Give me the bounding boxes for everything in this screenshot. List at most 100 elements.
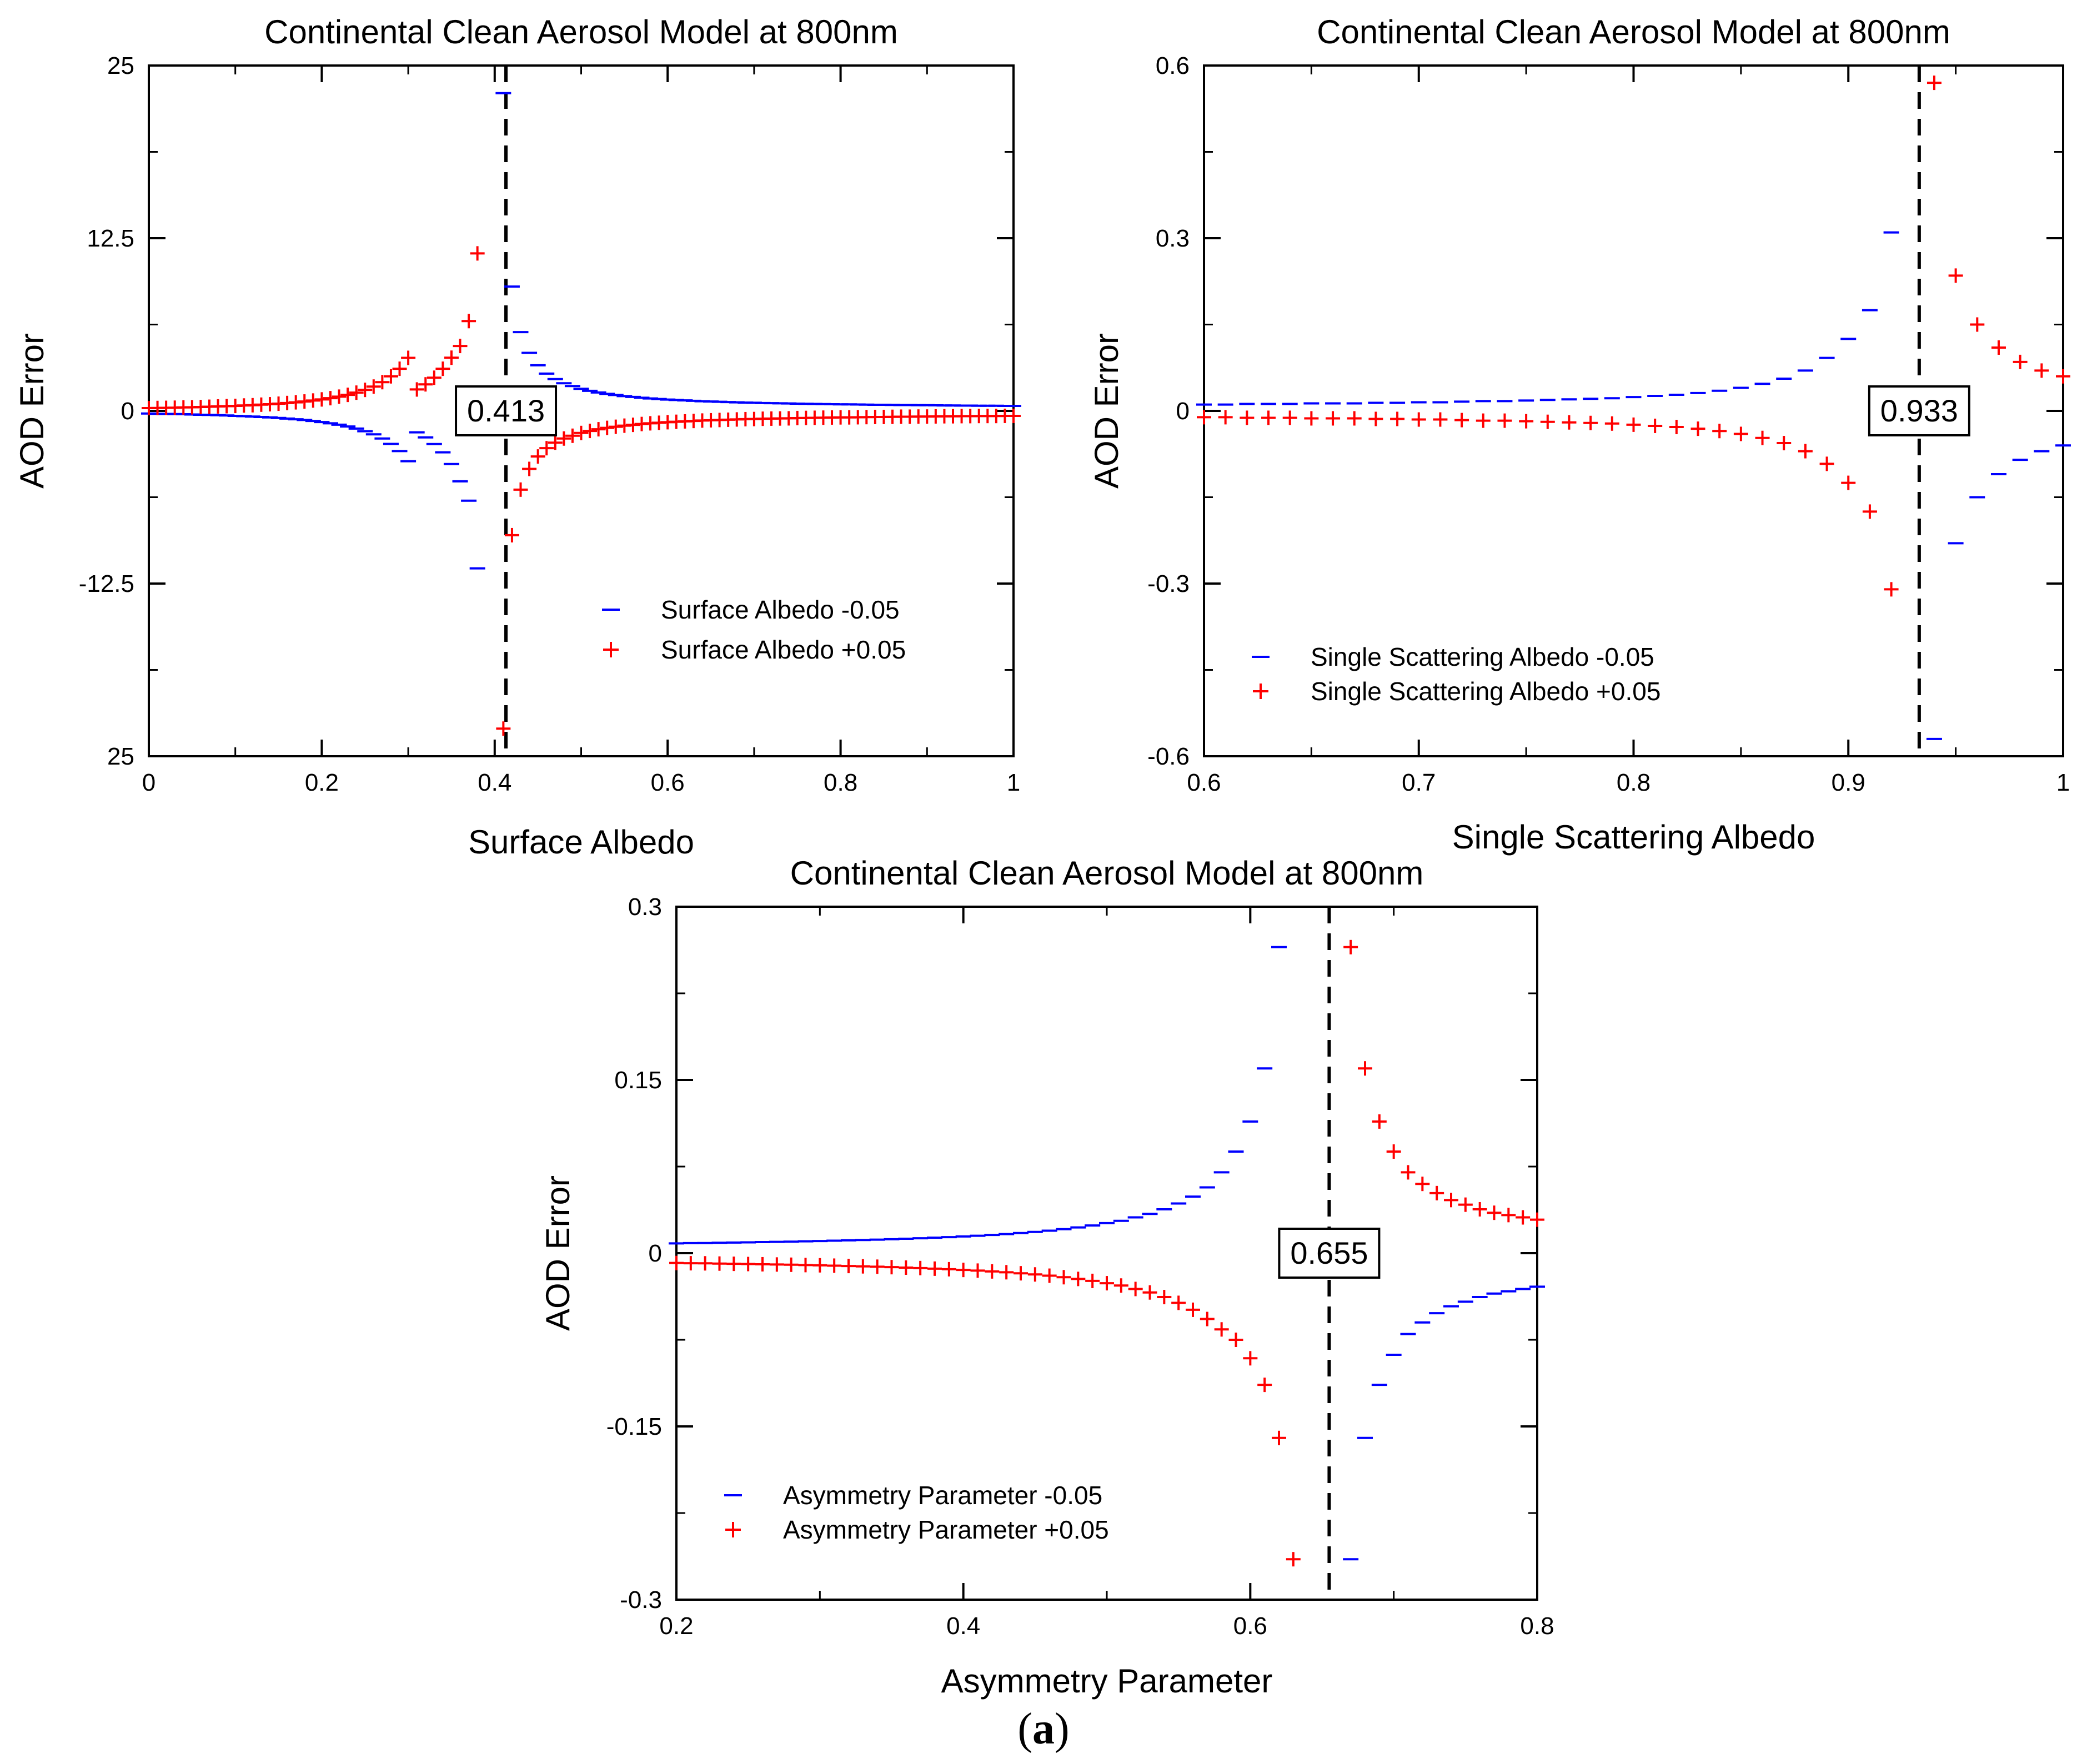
reference-label: 0.933 — [1880, 393, 1958, 428]
data-point-plus — [591, 422, 606, 437]
data-point-plus — [1755, 430, 1770, 445]
data-point-plus — [1501, 1208, 1516, 1223]
data-point-plus — [1197, 410, 1211, 425]
y-tick-label: -0.3 — [1147, 570, 1190, 597]
data-point-plus — [841, 1259, 856, 1274]
data-point-plus — [1261, 410, 1276, 425]
data-point-plus — [698, 1256, 713, 1271]
data-point-plus — [669, 1255, 684, 1270]
data-point-plus — [899, 1260, 914, 1275]
data-point-plus — [1282, 410, 1297, 425]
data-point-plus — [1006, 408, 1021, 423]
data-point-plus — [1171, 1295, 1186, 1310]
data-point-plus — [530, 449, 545, 464]
data-point-plus — [1429, 1185, 1444, 1200]
y-tick-label: 0.3 — [628, 893, 662, 921]
data-point-plus — [1401, 1165, 1416, 1180]
data-point-plus — [784, 1257, 799, 1272]
y-axis-label: AOD Error — [1088, 333, 1125, 489]
data-point-plus — [1326, 411, 1341, 426]
series-plus — [669, 939, 1544, 1567]
data-point-plus — [1562, 415, 1577, 430]
legend-label: Single Scattering Albedo -0.05 — [1311, 642, 1654, 671]
data-point-plus — [574, 425, 589, 440]
data-point-plus — [798, 1258, 813, 1273]
data-point-plus — [504, 527, 519, 542]
data-point-plus — [1142, 1285, 1157, 1300]
x-tick-label: 0.2 — [659, 1612, 693, 1640]
y-tick-label: -12.5 — [79, 570, 134, 597]
data-point-plus — [1071, 1272, 1086, 1286]
y-tick-label: 0 — [121, 398, 134, 425]
data-point-plus — [435, 361, 450, 376]
data-point-plus — [1991, 340, 2006, 355]
data-point-plus — [1733, 426, 1748, 441]
data-point-plus — [314, 392, 329, 407]
data-point-plus — [358, 383, 373, 398]
x-tick-label: 1 — [1007, 769, 1020, 796]
series-minus — [669, 946, 1545, 1561]
data-point-plus — [1014, 1266, 1028, 1281]
data-point-plus — [1358, 1061, 1372, 1076]
data-point-plus — [1884, 582, 1899, 597]
series-minus — [1196, 231, 2071, 740]
data-point-plus — [1841, 475, 1856, 490]
x-tick-label: 0.7 — [1402, 769, 1436, 796]
data-point-plus — [1777, 436, 1792, 451]
data-point-plus — [1214, 1322, 1229, 1337]
data-point-plus — [583, 424, 598, 439]
chart-title: Continental Clean Aerosol Model at 800nm — [790, 855, 1424, 892]
x-tick-label: 0.8 — [824, 769, 857, 796]
x-tick-label: 0.4 — [946, 1612, 980, 1640]
data-point-plus — [375, 375, 390, 390]
legend-label: Surface Albedo -0.05 — [661, 595, 900, 624]
data-point-plus — [332, 389, 347, 404]
data-point-plus — [1411, 412, 1426, 427]
data-point-plus — [539, 441, 554, 456]
data-point-plus — [1948, 268, 1963, 283]
data-point-plus — [565, 428, 580, 443]
data-point-plus — [1085, 1273, 1100, 1288]
data-point-plus — [1476, 413, 1491, 428]
data-point-plus — [1257, 1378, 1272, 1393]
data-point-plus — [1157, 1290, 1172, 1305]
data-point-plus — [470, 246, 485, 261]
data-point-plus — [340, 388, 355, 403]
data-point-plus — [1228, 1333, 1243, 1347]
data-point-plus — [1128, 1281, 1143, 1296]
x-tick-label: 0.6 — [1233, 1612, 1267, 1640]
data-point-plus — [418, 377, 433, 392]
data-point-plus — [1415, 1177, 1430, 1192]
data-point-plus — [1648, 418, 1663, 433]
reference-label-box — [1868, 385, 1970, 436]
legend: Single Scattering Albedo -0.05 Single Sca… — [1252, 642, 1660, 706]
x-axis-label: Single Scattering Albedo — [1452, 818, 1815, 856]
data-point-plus — [1368, 411, 1383, 426]
reference-label: 0.413 — [467, 393, 545, 428]
data-point-plus — [1454, 413, 1469, 428]
data-point-plus — [1472, 1202, 1487, 1217]
data-point-plus — [349, 385, 364, 400]
data-point-plus — [1100, 1276, 1114, 1291]
reference-label-box — [1278, 1228, 1381, 1279]
data-point-plus — [513, 482, 528, 497]
data-point-plus — [941, 1262, 956, 1276]
data-point-plus — [755, 1257, 770, 1272]
x-tick-label: 0.8 — [1617, 769, 1650, 796]
reference-label: 0.655 — [1290, 1235, 1368, 1270]
data-point-plus — [556, 431, 571, 446]
data-point-plus — [366, 379, 381, 394]
data-point-plus — [1433, 412, 1448, 427]
data-point-plus — [1519, 414, 1534, 429]
data-point-plus — [1458, 1197, 1473, 1212]
data-point-plus — [2034, 363, 2049, 378]
data-point-plus — [1497, 413, 1512, 428]
x-axis-label: Surface Albedo — [468, 823, 694, 861]
data-point-plus — [2013, 354, 2028, 369]
chart-asymmetry-parameter: Continental Clean Aerosol Model at 800nm… — [539, 855, 1554, 1700]
data-point-plus — [496, 721, 511, 736]
data-point-plus — [913, 1260, 928, 1275]
data-point-plus — [1243, 1351, 1258, 1366]
